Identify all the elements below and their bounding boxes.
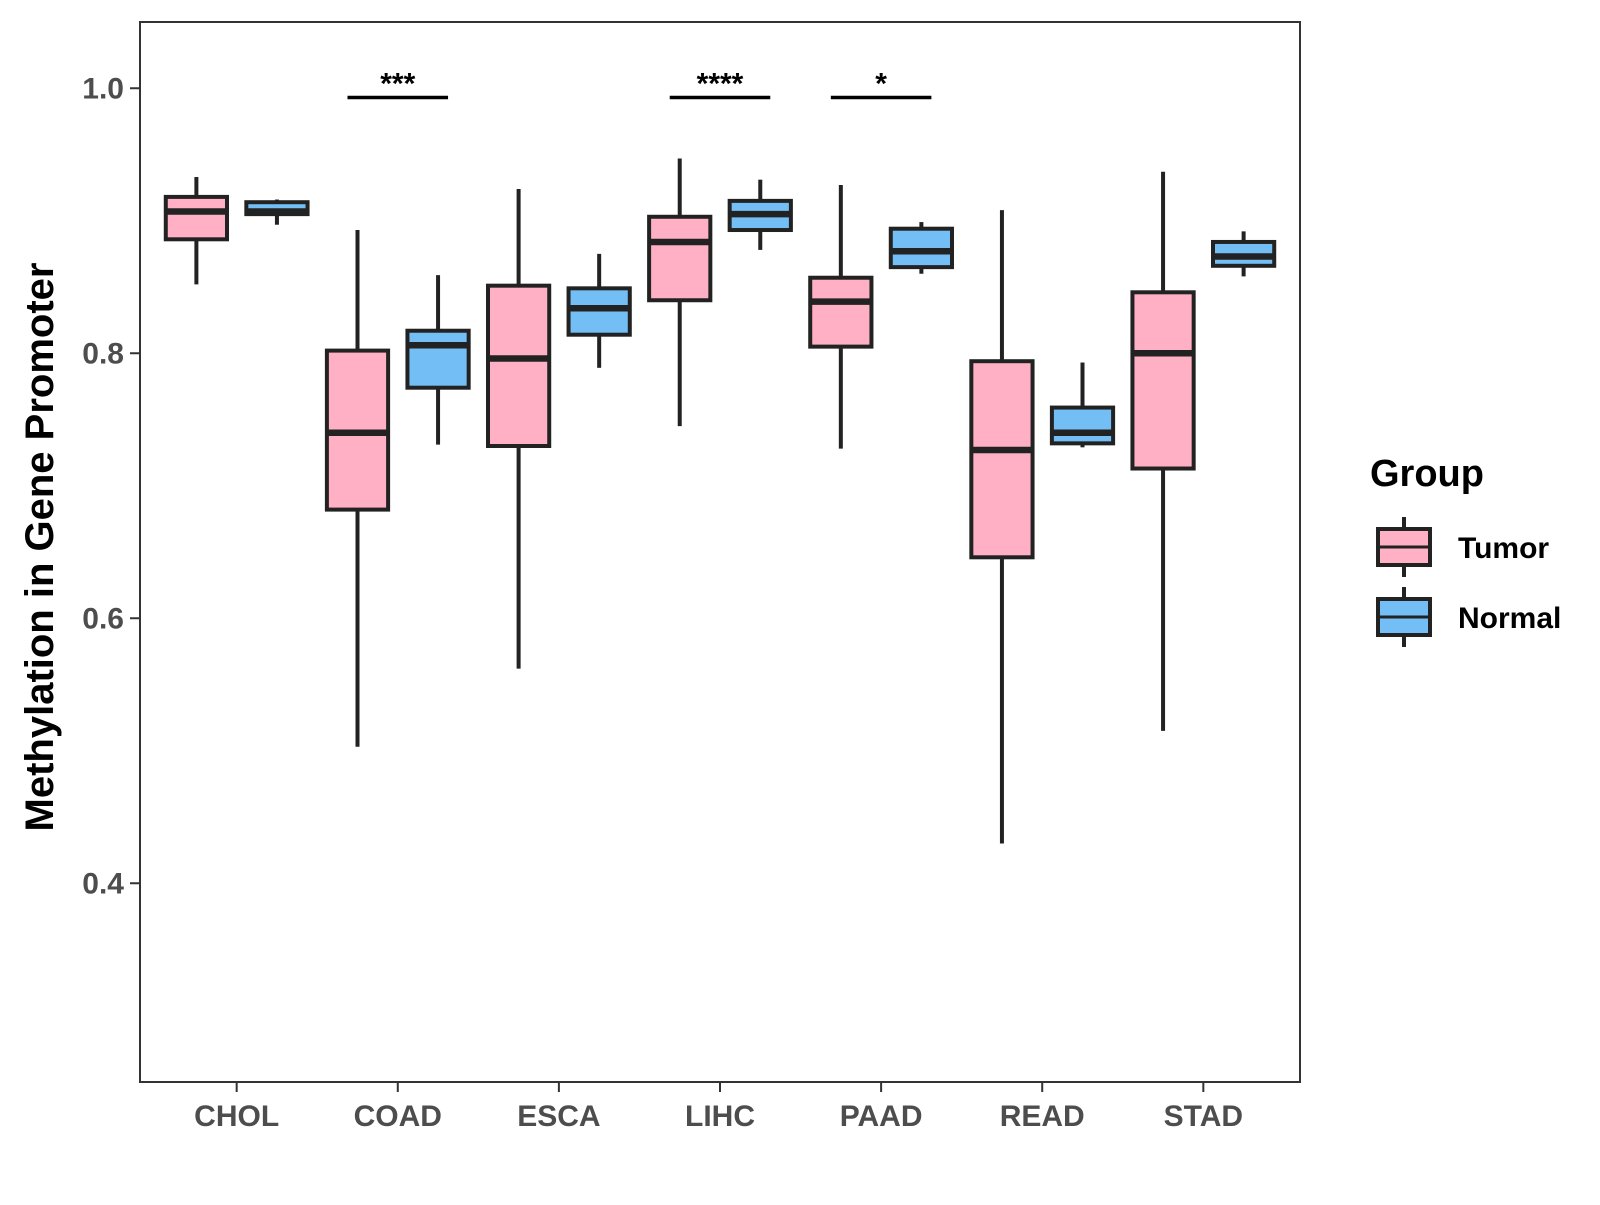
box-normal-coad [405,275,471,445]
legend-label: Normal [1458,602,1561,635]
significance-label: * [875,68,887,101]
box-body [566,286,632,337]
box-tumor-read [969,210,1035,844]
box-tumor-paad [808,184,874,449]
box-normal-esca [566,253,632,368]
significance-coad: *** [347,68,449,101]
legend: Group Tumor Normal [1370,453,1561,647]
x-tick-label: STAD [1164,1100,1243,1133]
x-tick-label: COAD [354,1100,442,1133]
x-tick-label: PAAD [840,1100,923,1133]
box-tumor-stad [1130,171,1196,731]
box-normal-chol [244,199,310,225]
box-tumor-coad [324,230,391,747]
box-body [969,359,1035,560]
legend-label: Tumor [1458,532,1549,565]
y-tick-label: 1.0 [82,72,124,105]
x-tick-label: READ [1000,1100,1085,1133]
box-normal-paad [888,222,954,274]
x-tick-label: ESCA [517,1100,600,1133]
significance-label: *** [380,68,415,101]
box-body [163,194,229,242]
plot-area: *** **** * [163,68,1277,844]
box-body [486,283,552,448]
significance-paad: * [830,68,932,101]
legend-item-tumor: Tumor [1376,517,1549,577]
box-normal-lihc [727,179,793,250]
box-tumor-lihc [647,158,713,427]
y-tick-label: 0.4 [82,867,124,900]
x-tick-label: CHOL [194,1100,279,1133]
axes: 0.4 0.6 0.8 1.0 CHOL COAD ESCA LIHC PAAD READ STAD… [18,21,1301,1133]
y-axis-title: Methylation in Gene Promoter [18,263,62,832]
x-tick-label: LIHC [685,1100,755,1133]
box-body [888,226,954,270]
box-body [808,275,874,349]
legend-title: Group [1370,453,1484,495]
box-normal-read [1049,362,1116,448]
box-normal-stad [1211,231,1277,277]
box-body [647,214,713,303]
significance-lihc: **** [669,68,771,101]
significance-label: **** [697,68,744,101]
box-body [1130,290,1196,471]
box-body [405,328,471,390]
box-tumor-chol [163,177,229,285]
box-body [1049,405,1116,446]
y-tick-label: 0.8 [82,337,124,370]
y-tick-label: 0.6 [82,602,124,635]
legend-item-normal: Normal [1376,587,1561,647]
box-tumor-esca [486,188,552,669]
